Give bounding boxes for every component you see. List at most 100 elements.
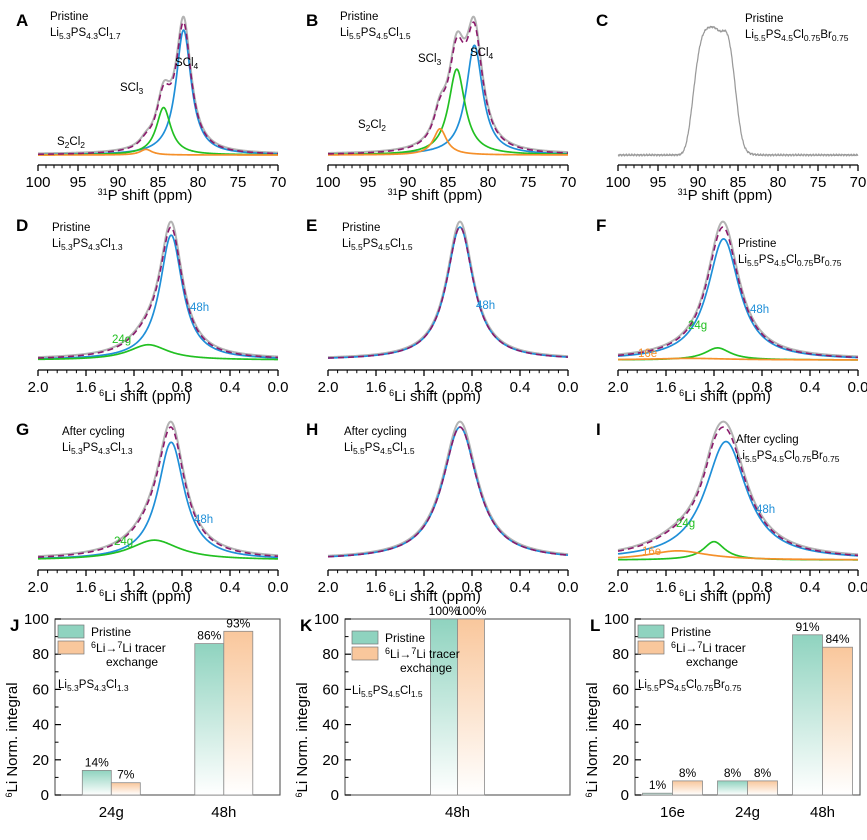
bar-value-label: 8% bbox=[724, 766, 742, 780]
panel-J-compound: Li5.3PS4.3Cl1.3 bbox=[58, 679, 129, 693]
tick-label: 70 bbox=[560, 174, 577, 191]
panel-E-xlabel: 6Li shift (ppm) bbox=[389, 388, 481, 405]
category-label-48h: 48h bbox=[810, 804, 835, 821]
bar-16e-pristine bbox=[642, 792, 673, 796]
panel-K-legend: Pristine 6Li→7Li tracer exchange bbox=[351, 630, 460, 675]
legend-label-pristine: Pristine bbox=[91, 625, 131, 639]
tick-label: 1.2 bbox=[414, 579, 435, 596]
panel-letter-A: A bbox=[16, 11, 28, 30]
panel-F-compound: Li5.5PS4.5Cl0.75Br0.75 bbox=[738, 254, 842, 268]
panel-B-title: Pristine bbox=[340, 11, 378, 23]
tick-label: 0.4 bbox=[510, 379, 531, 396]
y-tick-label: 100 bbox=[604, 611, 629, 628]
tick-label: 0.8 bbox=[462, 579, 483, 596]
panel-J-legend: Pristine 6Li→7Li tracer exchange bbox=[57, 624, 166, 669]
panel-K-compound: Li5.5PS4.5Cl1.5 bbox=[352, 685, 423, 699]
legend-label-tracer-line2: exchange bbox=[106, 655, 158, 669]
panel-C-xaxis: 100 95 90 85 80 75 70 bbox=[605, 164, 866, 191]
tick-label: 90 bbox=[400, 174, 417, 191]
legend-swatch-pristine bbox=[637, 624, 665, 639]
panel-F-curves bbox=[617, 220, 859, 361]
tick-label: 0.8 bbox=[752, 379, 773, 396]
panel-J-bars: 0 20 40 60 80 100 14% 7% 24g 86% 93% 48h bbox=[24, 611, 281, 821]
tick-label: 0.0 bbox=[558, 579, 579, 596]
panel-L: L 0 20 40 60 80 100 1% 8% 16e 8% 8% 24g 91% 84% 48h 6L… bbox=[580, 605, 867, 840]
panel-E-title: Pristine bbox=[342, 222, 380, 234]
panel-E-site-48h: 48h bbox=[476, 300, 495, 312]
panel-letter-F: F bbox=[596, 216, 606, 235]
panel-I-site-16e: 16e bbox=[642, 546, 661, 558]
tick-label: 85 bbox=[440, 174, 457, 191]
panel-A-compound: Li5.3PS4.3Cl1.7 bbox=[50, 27, 121, 41]
panel-F-plot: F Pristine Li5.5PS4.5Cl0.75Br0.75 2.0 1.6… bbox=[596, 216, 867, 405]
bar-48h-tracer bbox=[822, 646, 853, 796]
panel-A-curves bbox=[37, 15, 279, 156]
legend-label-pristine: Pristine bbox=[385, 631, 425, 645]
tick-label: 95 bbox=[360, 174, 377, 191]
panel-C: C Pristine Li5.5PS4.5Cl0.75Br0.75 100 95 9… bbox=[580, 0, 867, 205]
bar-24g-pristine bbox=[717, 780, 748, 796]
panel-I-site-24g: 24g bbox=[676, 518, 695, 530]
tick-label: 0.8 bbox=[172, 379, 193, 396]
panel-B-plot: B Pristine Li5.5PS4.5Cl1.5 100 95 90 85 80 75… bbox=[306, 11, 577, 204]
panel-L-plot: L 0 20 40 60 80 100 1% 8% 16e 8% 8% 24g 91% 84% 48h 6L… bbox=[584, 611, 861, 821]
bar-value-label: 93% bbox=[226, 616, 250, 630]
panel-letter-I: I bbox=[596, 420, 601, 439]
panel-letter-H: H bbox=[306, 420, 318, 439]
panel-letter-K: K bbox=[300, 616, 313, 635]
tick-label: 1.2 bbox=[124, 579, 145, 596]
legend-label-tracer: 6Li→7Li tracer bbox=[91, 640, 166, 655]
panel-B-anno-scl4: SCl4 bbox=[470, 47, 494, 61]
panel-F-xlabel: 6Li shift (ppm) bbox=[679, 388, 771, 405]
legend-swatch-pristine bbox=[351, 630, 379, 645]
y-tick-label: 80 bbox=[32, 646, 49, 663]
bar-value-label: 100% bbox=[456, 604, 487, 618]
tick-label: 95 bbox=[70, 174, 87, 191]
panel-E-plot: E Pristine Li5.5PS4.5Cl1.5 2.0 1.6 1.2 0.8 0… bbox=[306, 216, 578, 405]
legend-label-tracer: 6Li→7Li tracer bbox=[385, 646, 460, 661]
panel-F-title: Pristine bbox=[738, 238, 776, 250]
panel-A-xlabel: 31P shift (ppm) bbox=[98, 187, 193, 204]
bar-48h-tracer bbox=[457, 618, 485, 796]
panel-A-anno-scl4: SCl4 bbox=[175, 57, 199, 71]
panel-H-plot: H After cycling Li5.5PS4.5Cl1.5 2.0 1.6 1.… bbox=[306, 420, 579, 605]
category-label-48h: 48h bbox=[211, 804, 236, 821]
tick-label: 2.0 bbox=[28, 579, 49, 596]
y-tick-label: 20 bbox=[322, 752, 339, 769]
tick-label: 100 bbox=[605, 174, 630, 191]
panel-F-xaxis: 2.0 1.6 1.2 0.8 0.4 0.0 bbox=[608, 369, 867, 396]
bar-value-label: 84% bbox=[825, 632, 849, 646]
tick-label: 1.6 bbox=[76, 579, 97, 596]
bar-24g-tracer bbox=[747, 780, 778, 796]
tick-label: 75 bbox=[230, 174, 247, 191]
tick-label: 2.0 bbox=[608, 379, 629, 396]
panel-J-ylabel: 6Li Norm. integral bbox=[4, 682, 21, 797]
panel-E-compound: Li5.5PS4.5Cl1.5 bbox=[342, 238, 413, 252]
panel-A-anno-s2cl2: S2Cl2 bbox=[57, 136, 85, 150]
panel-B-xlabel: 31P shift (ppm) bbox=[388, 187, 483, 204]
tick-label: 2.0 bbox=[28, 379, 49, 396]
panel-C-curves bbox=[617, 25, 859, 157]
category-label-48h: 48h bbox=[445, 804, 470, 821]
legend-swatch-pristine bbox=[57, 624, 85, 639]
bar-48h-tracer bbox=[223, 630, 254, 796]
panel-J: J 0 20 40 60 80 100 14% 7% 24g 86% 93% 48h 6Li Norm… bbox=[0, 605, 290, 840]
panel-I-compound: Li5.5PS4.5Cl0.75Br0.75 bbox=[736, 450, 840, 464]
tick-label: 70 bbox=[270, 174, 287, 191]
y-tick-label: 60 bbox=[612, 681, 629, 698]
panel-K-plot: K 0 20 40 60 80 100 100%100% 48h 6Li Norm. inte… bbox=[294, 604, 571, 821]
panel-F-site-16e: 16e bbox=[638, 348, 657, 360]
panel-letter-G: G bbox=[16, 420, 29, 439]
y-tick-label: 40 bbox=[322, 717, 339, 734]
panel-D-plot: D Pristine Li5.3PS4.3Cl1.3 2.0 1.6 1.2 0.8 0… bbox=[16, 216, 288, 405]
tick-label: 0.8 bbox=[462, 379, 483, 396]
panel-D-compound: Li5.3PS4.3Cl1.3 bbox=[52, 238, 123, 252]
tick-label: 90 bbox=[690, 174, 707, 191]
y-tick-label: 0 bbox=[621, 787, 629, 804]
bar-value-label: 1% bbox=[649, 778, 667, 792]
bar-24g-tracer bbox=[110, 782, 141, 796]
panel-H-xlabel: 6Li shift (ppm) bbox=[389, 588, 481, 605]
panel-H-title: After cycling bbox=[344, 426, 407, 438]
panel-C-title: Pristine bbox=[745, 13, 783, 25]
